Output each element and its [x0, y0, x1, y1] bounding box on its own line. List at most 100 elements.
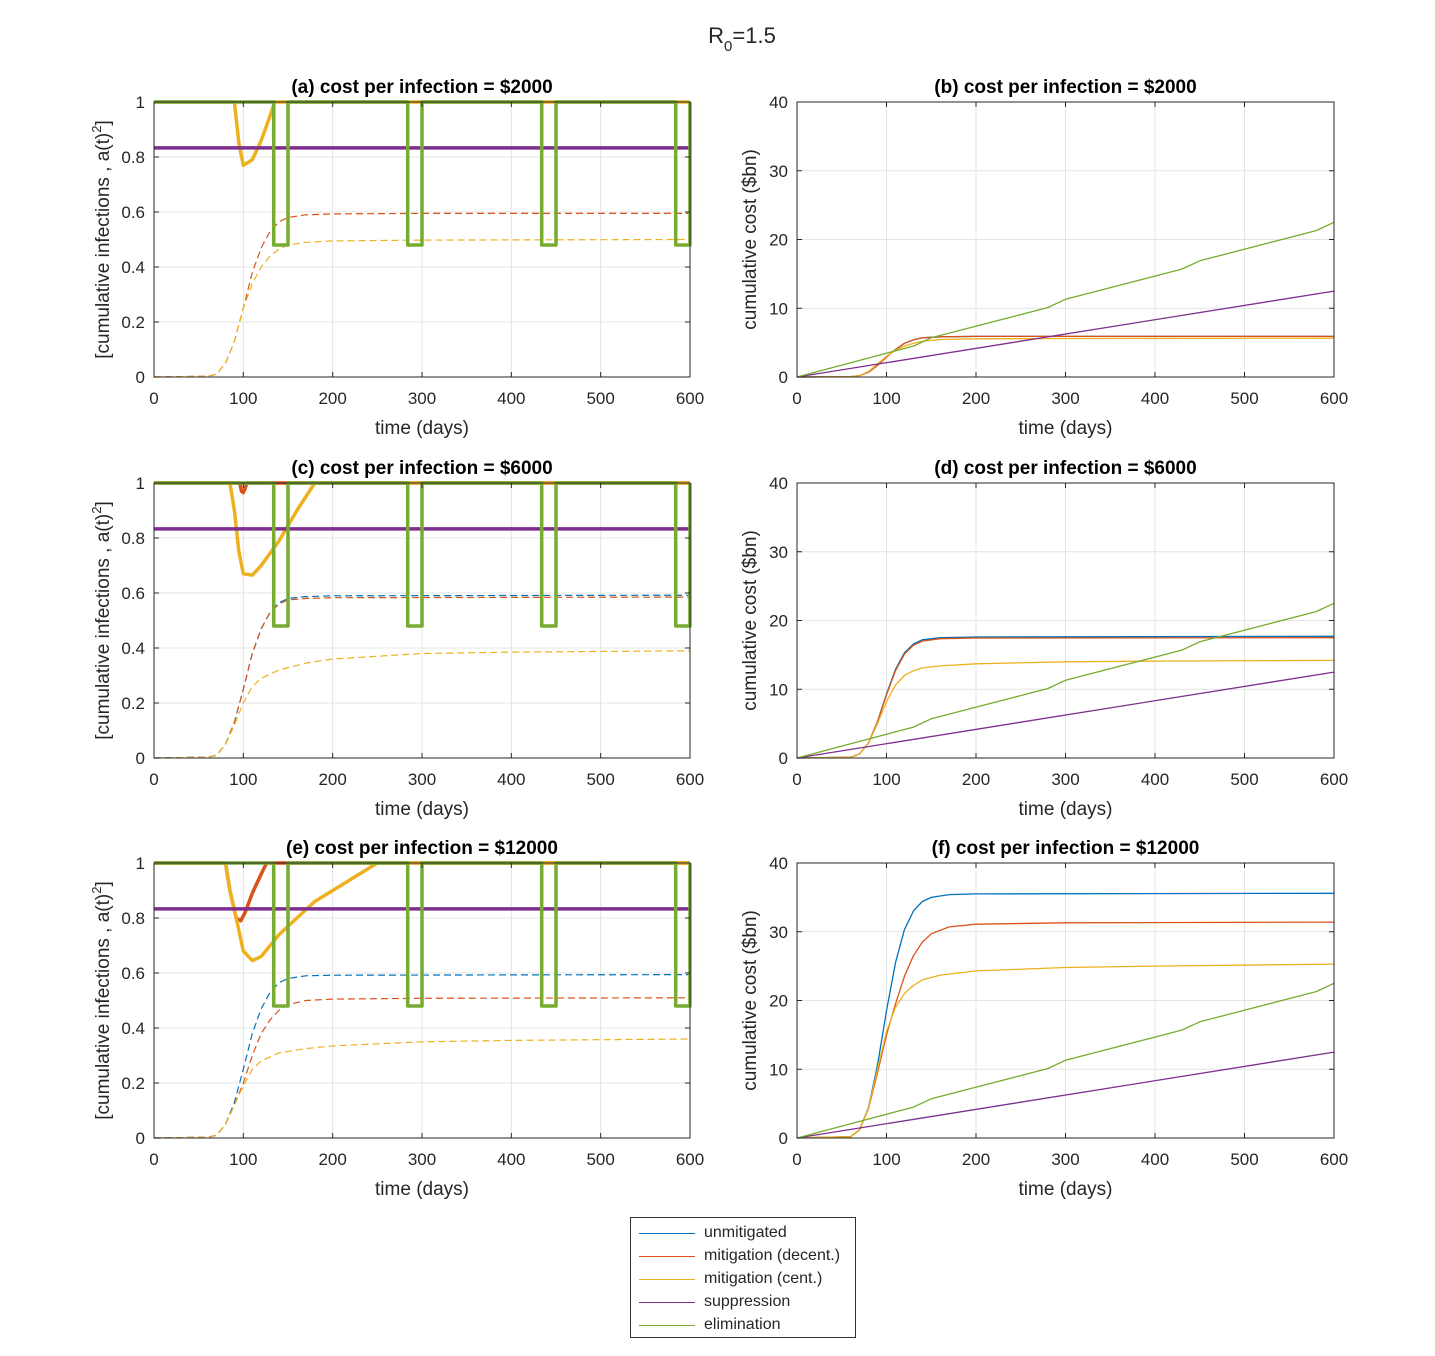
- x-tick-label: 600: [676, 389, 704, 408]
- series-suppression-thin: [796, 290, 1335, 378]
- legend: unmitigated mitigation (decent.) mitigat…: [630, 1217, 856, 1338]
- x-tick-label: 500: [586, 770, 614, 789]
- x-axis-label: time (days): [1019, 418, 1113, 439]
- y-axis-label: cumulative cost ($bn): [740, 910, 761, 1091]
- y-tick-label: 30: [769, 162, 788, 181]
- y-tick-label: 0: [136, 749, 145, 768]
- x-tick-label: 0: [792, 770, 801, 789]
- subplot-title: (e) cost per infection = $12000: [286, 838, 558, 859]
- series-elimination-thin: [796, 602, 1335, 759]
- x-axis-label: time (days): [1019, 799, 1113, 820]
- legend-label: mitigation (decent.): [704, 1247, 841, 1264]
- figure-title: R0=1.5: [708, 23, 776, 55]
- x-tick-label: 200: [318, 1150, 346, 1169]
- series-mitigation_cent-thin: [796, 963, 1335, 1139]
- series-mitigation_cent-thin: [796, 659, 1335, 759]
- legend-swatch-mitigation-cent: [639, 1278, 695, 1280]
- y-tick-label: 0.6: [121, 584, 145, 603]
- x-tick-label: 600: [1320, 770, 1348, 789]
- y-tick-label: 1: [136, 474, 145, 493]
- x-tick-label: 400: [497, 770, 525, 789]
- legend-item-mitigation-decent: mitigation (decent.): [639, 1245, 840, 1267]
- series-unmitigated-dashed: [153, 594, 691, 759]
- subplot-title: (c) cost per infection = $6000: [291, 458, 552, 479]
- y-tick-label: 0.8: [121, 909, 145, 928]
- legend-label: suppression: [704, 1293, 791, 1310]
- x-tick-label: 500: [1230, 389, 1258, 408]
- x-tick-label: 200: [318, 389, 346, 408]
- series-suppression-thin: [796, 1051, 1335, 1139]
- series-mitigation_cent-thick: [154, 481, 690, 577]
- y-tick-label: 0.6: [121, 203, 145, 222]
- y-tick-label: 40: [769, 854, 788, 873]
- y-tick-label: 20: [769, 992, 788, 1011]
- y-tick-label: 0.6: [121, 964, 145, 983]
- y-tick-label: 40: [769, 93, 788, 112]
- series-mitigation_cent-dashed: [153, 650, 691, 759]
- y-axis-label: cumulative cost ($bn): [740, 149, 761, 330]
- y-tick-label: 1: [136, 93, 145, 112]
- x-axis-label: time (days): [1019, 1179, 1113, 1200]
- y-tick-label: 0.2: [121, 1074, 145, 1093]
- series-mitigation_cent-dashed: [153, 1038, 691, 1139]
- subplot-b: 0 100 200 300 400 500 600 0 10 20 30 40 (b) cost per…: [740, 77, 1348, 439]
- x-tick-label: 100: [229, 389, 257, 408]
- x-tick-label: 600: [1320, 389, 1348, 408]
- x-tick-label: 0: [792, 1150, 801, 1169]
- x-tick-label: 600: [676, 1150, 704, 1169]
- y-tick-label: 40: [769, 474, 788, 493]
- y-tick-label: 10: [769, 299, 788, 318]
- x-tick-label: 500: [586, 1150, 614, 1169]
- y-tick-label: 30: [769, 543, 788, 562]
- y-tick-label: 1: [136, 854, 145, 873]
- x-tick-label: 0: [792, 389, 801, 408]
- legend-swatch-unmitigated: [639, 1232, 695, 1234]
- y-axis-label: [cumulative infections , a(t)2]: [89, 501, 114, 740]
- legend-label: mitigation (cent.): [704, 1270, 823, 1287]
- x-tick-label: 400: [1141, 1150, 1169, 1169]
- y-tick-label: 0: [779, 368, 788, 387]
- subplot-d: 0 100 200 300 400 500 600 0 10 20 30 40 (d) cost per…: [740, 458, 1348, 820]
- x-tick-label: 100: [229, 770, 257, 789]
- y-tick-label: 0.2: [121, 313, 145, 332]
- y-tick-label: 10: [769, 680, 788, 699]
- x-tick-label: 500: [1230, 1150, 1258, 1169]
- x-tick-label: 0: [149, 389, 158, 408]
- y-axis-label: [cumulative infections , a(t)2]: [89, 120, 114, 359]
- x-tick-label: 500: [586, 389, 614, 408]
- y-tick-label: 20: [769, 612, 788, 631]
- series-mitigation_decent-dashed: [153, 596, 691, 759]
- x-axis-label: time (days): [375, 799, 469, 820]
- y-tick-label: 0.8: [121, 529, 145, 548]
- x-tick-label: 300: [1051, 389, 1079, 408]
- x-tick-label: 500: [1230, 770, 1258, 789]
- x-tick-label: 300: [1051, 770, 1079, 789]
- y-tick-label: 0.8: [121, 148, 145, 167]
- x-tick-label: 200: [962, 389, 990, 408]
- series-mitigation_cent-thick: [154, 861, 690, 963]
- x-tick-label: 0: [149, 1150, 158, 1169]
- x-tick-label: 300: [408, 389, 436, 408]
- legend-item-unmitigated: unmitigated: [639, 1222, 787, 1244]
- series-group: [796, 892, 1335, 1139]
- x-tick-label: 0: [149, 770, 158, 789]
- subplot-title: (d) cost per infection = $6000: [934, 458, 1196, 479]
- x-tick-label: 600: [1320, 1150, 1348, 1169]
- x-axis-label: time (days): [375, 418, 469, 439]
- y-tick-label: 0: [136, 368, 145, 387]
- subplot-title: (b) cost per infection = $2000: [934, 77, 1196, 98]
- subplot-e: 0 100 200 300 400 500 600 0 0.2 0.4 0.6 0.8 1 (e) cos…: [89, 838, 704, 1200]
- legend-swatch-elimination: [639, 1324, 695, 1326]
- subplot-title: (f) cost per infection = $12000: [932, 838, 1200, 859]
- legend-label: unmitigated: [704, 1224, 787, 1241]
- x-tick-label: 400: [1141, 770, 1169, 789]
- series-elimination-thin: [796, 982, 1335, 1139]
- x-tick-label: 100: [872, 770, 900, 789]
- y-axis-label: cumulative cost ($bn): [740, 530, 761, 711]
- x-tick-label: 300: [408, 770, 436, 789]
- x-tick-label: 400: [497, 389, 525, 408]
- series-suppression-thin: [796, 671, 1335, 759]
- x-tick-label: 200: [318, 770, 346, 789]
